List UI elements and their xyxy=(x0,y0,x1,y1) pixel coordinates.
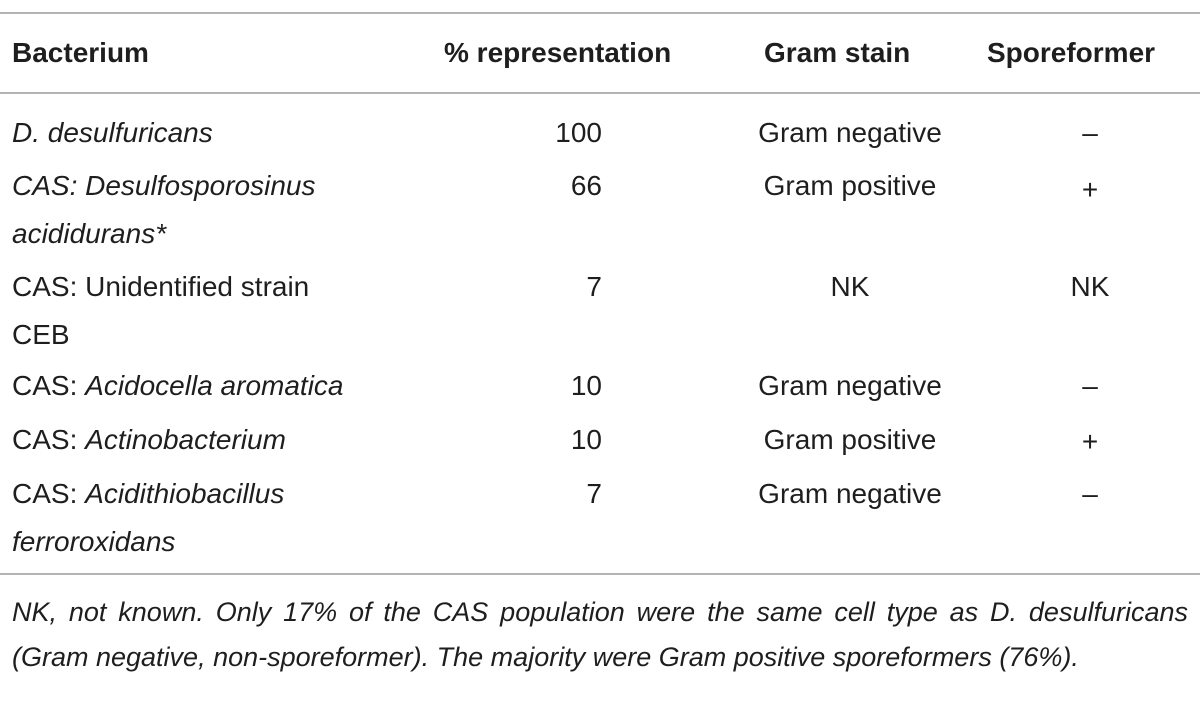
gram-stain-cell: Gram negative xyxy=(758,370,942,401)
bacterium-name: Actinobacterium xyxy=(85,424,286,455)
gram-stain-cell: Gram positive xyxy=(763,170,937,201)
sporeformer-cell: – xyxy=(1082,478,1098,509)
bacterium-cell: D. desulfuricans xyxy=(12,109,412,157)
representation-cell: 66 xyxy=(570,170,602,201)
bacterium-name: Acidocella aromatica xyxy=(85,370,344,401)
gram-stain-cell: Gram negative xyxy=(758,478,942,509)
sporeformer-cell: + xyxy=(1081,426,1099,457)
bacterium-cell: CAS: Unidentified strain CEB xyxy=(12,263,412,359)
bacterium-prefix: CAS: xyxy=(12,478,86,509)
bacterium-prefix: CAS: xyxy=(12,424,86,455)
top-rule xyxy=(0,12,1200,14)
sporeformer-cell: – xyxy=(1082,117,1098,148)
sporeformer-cell: – xyxy=(1082,370,1098,401)
bacterium-name: CAS: Unidentified strain xyxy=(12,271,310,302)
bacterium-name-continued: CEB xyxy=(12,319,70,350)
gram-stain-cell: Gram positive xyxy=(763,424,937,455)
bacterium-name-continued: ferroroxidans xyxy=(12,526,176,557)
bacterium-name: D. desulfuricans xyxy=(12,117,213,148)
bottom-rule xyxy=(0,573,1200,575)
header-gram-stain: Gram stain xyxy=(764,37,911,68)
header-sporeformer: Sporeformer xyxy=(987,37,1156,68)
bacterium-name-continued: acididurans* xyxy=(12,218,167,249)
bacterium-name: Acidithiobacillus xyxy=(85,478,285,509)
gram-stain-cell: NK xyxy=(830,271,870,302)
table-footnote: NK, not known. Only 17% of the CAS popul… xyxy=(12,597,1188,672)
representation-cell: 10 xyxy=(570,370,602,401)
header-rule xyxy=(0,92,1200,94)
representation-cell: 7 xyxy=(586,478,602,509)
sporeformer-cell: + xyxy=(1081,174,1099,205)
bacterium-cell: CAS: Acidocella aromatica xyxy=(12,362,412,410)
bacterium-name: CAS: Desulfosporosinus xyxy=(12,170,316,201)
header-bacterium: Bacterium xyxy=(12,37,149,68)
representation-cell: 10 xyxy=(570,424,602,455)
sporeformer-cell: NK xyxy=(1070,271,1110,302)
header-representation: % representation xyxy=(444,37,672,68)
bacterium-cell: CAS: Desulfosporosinus acididurans* xyxy=(12,162,412,258)
representation-cell: 7 xyxy=(586,271,602,302)
bacterium-prefix: CAS: xyxy=(12,370,86,401)
bacterium-cell: CAS: Actinobacterium xyxy=(12,416,412,464)
bacterium-cell: CAS: Acidithiobacillus ferroroxidans xyxy=(12,470,412,566)
representation-cell: 100 xyxy=(555,117,602,148)
gram-stain-cell: Gram negative xyxy=(758,117,942,148)
